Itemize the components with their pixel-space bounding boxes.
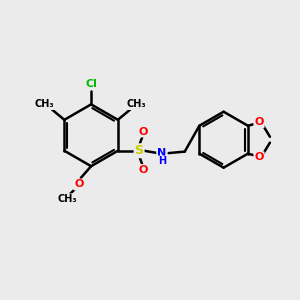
Text: CH₃: CH₃ bbox=[35, 99, 54, 109]
Text: H: H bbox=[158, 156, 166, 166]
Text: N: N bbox=[157, 148, 167, 158]
Text: O: O bbox=[254, 117, 264, 127]
Text: Cl: Cl bbox=[85, 79, 97, 89]
Text: O: O bbox=[74, 179, 83, 190]
Text: S: S bbox=[135, 144, 144, 157]
Text: O: O bbox=[139, 127, 148, 136]
Text: O: O bbox=[254, 152, 264, 162]
Text: CH₃: CH₃ bbox=[127, 99, 146, 109]
Text: O: O bbox=[139, 165, 148, 175]
Text: CH₃: CH₃ bbox=[57, 194, 77, 204]
